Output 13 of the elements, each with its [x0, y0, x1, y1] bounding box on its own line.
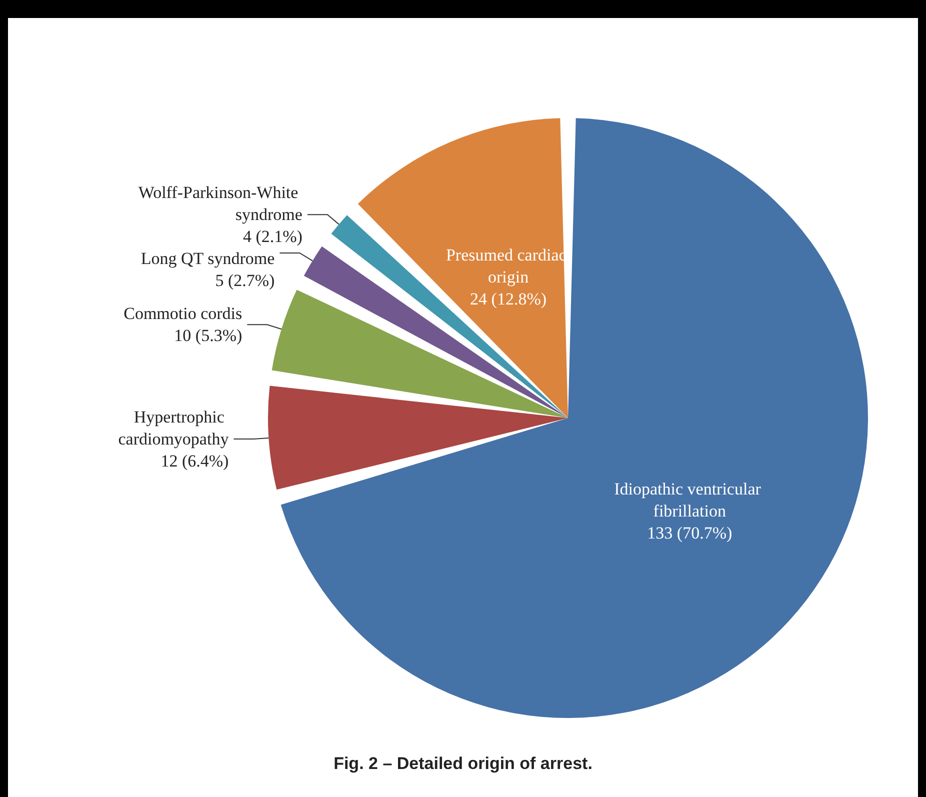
data-label: 24 (12.8%) [470, 290, 547, 309]
slice-label: Long QT syndrome [140, 249, 275, 268]
data-label: 133 (70.7%) [647, 523, 732, 542]
slice-label: Presumed cardiac origin [446, 246, 571, 287]
slice-label: Hypertrophic cardiomyopathy [118, 408, 230, 449]
slice-label: Wolff-Parkinson-White syndrome [138, 183, 302, 224]
data-label: 5 (2.7%) [215, 271, 275, 290]
text: Fig. 2 – Detailed origin of arrest. [334, 754, 592, 773]
slice-label: Commotio cordis [124, 304, 242, 324]
data-label: 4 (2.1%) [242, 227, 302, 246]
data-label: 10 (5.3%) [174, 326, 242, 346]
slice-label: Idiopathic ventricular fibrillation [614, 479, 766, 520]
data-label: 12 (6.4%) [160, 452, 229, 471]
